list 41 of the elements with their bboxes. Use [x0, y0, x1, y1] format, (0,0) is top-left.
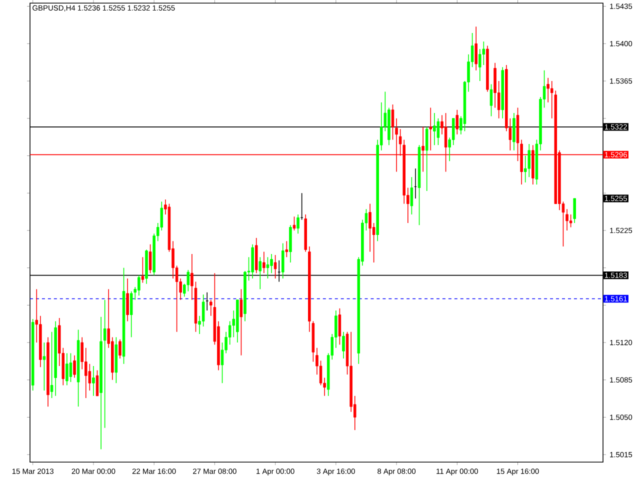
candlestick	[410, 176, 414, 215]
candlestick	[262, 251, 266, 274]
candlestick	[240, 288, 243, 356]
candlestick	[126, 278, 129, 322]
candlestick	[425, 126, 428, 192]
candlestick	[338, 308, 342, 346]
candlestick	[368, 203, 372, 252]
candlestick	[92, 366, 95, 396]
candlestick	[202, 294, 205, 327]
candlestick	[573, 198, 576, 224]
candlestick	[190, 253, 194, 300]
candlestick	[478, 48, 482, 82]
candlestick	[474, 26, 478, 71]
candlestick	[285, 240, 288, 258]
candlestick	[566, 208, 568, 231]
candlestick	[141, 256, 144, 284]
candlestick	[103, 299, 106, 428]
candlestick	[296, 214, 300, 234]
candlestick	[42, 342, 46, 391]
candlestick	[512, 112, 516, 151]
candlestick	[130, 290, 133, 338]
candlestick	[148, 244, 152, 274]
candlestick	[433, 112, 436, 146]
candlestick	[456, 109, 459, 135]
candlestick	[118, 338, 122, 359]
candlestick	[569, 214, 572, 228]
candlestick	[258, 256, 262, 290]
candlestick	[73, 354, 76, 378]
candlestick	[490, 84, 493, 117]
candlestick	[546, 77, 550, 103]
candlestick	[528, 144, 531, 178]
candlestick	[66, 352, 68, 386]
candlestick	[391, 104, 394, 140]
candlestick	[342, 331, 345, 359]
candlestick	[69, 352, 72, 382]
candlestick	[429, 107, 432, 151]
candlestick	[274, 254, 277, 279]
candlestick	[281, 242, 284, 279]
candlestick	[270, 253, 273, 274]
candlestick	[452, 118, 455, 146]
candlestick	[138, 274, 140, 296]
